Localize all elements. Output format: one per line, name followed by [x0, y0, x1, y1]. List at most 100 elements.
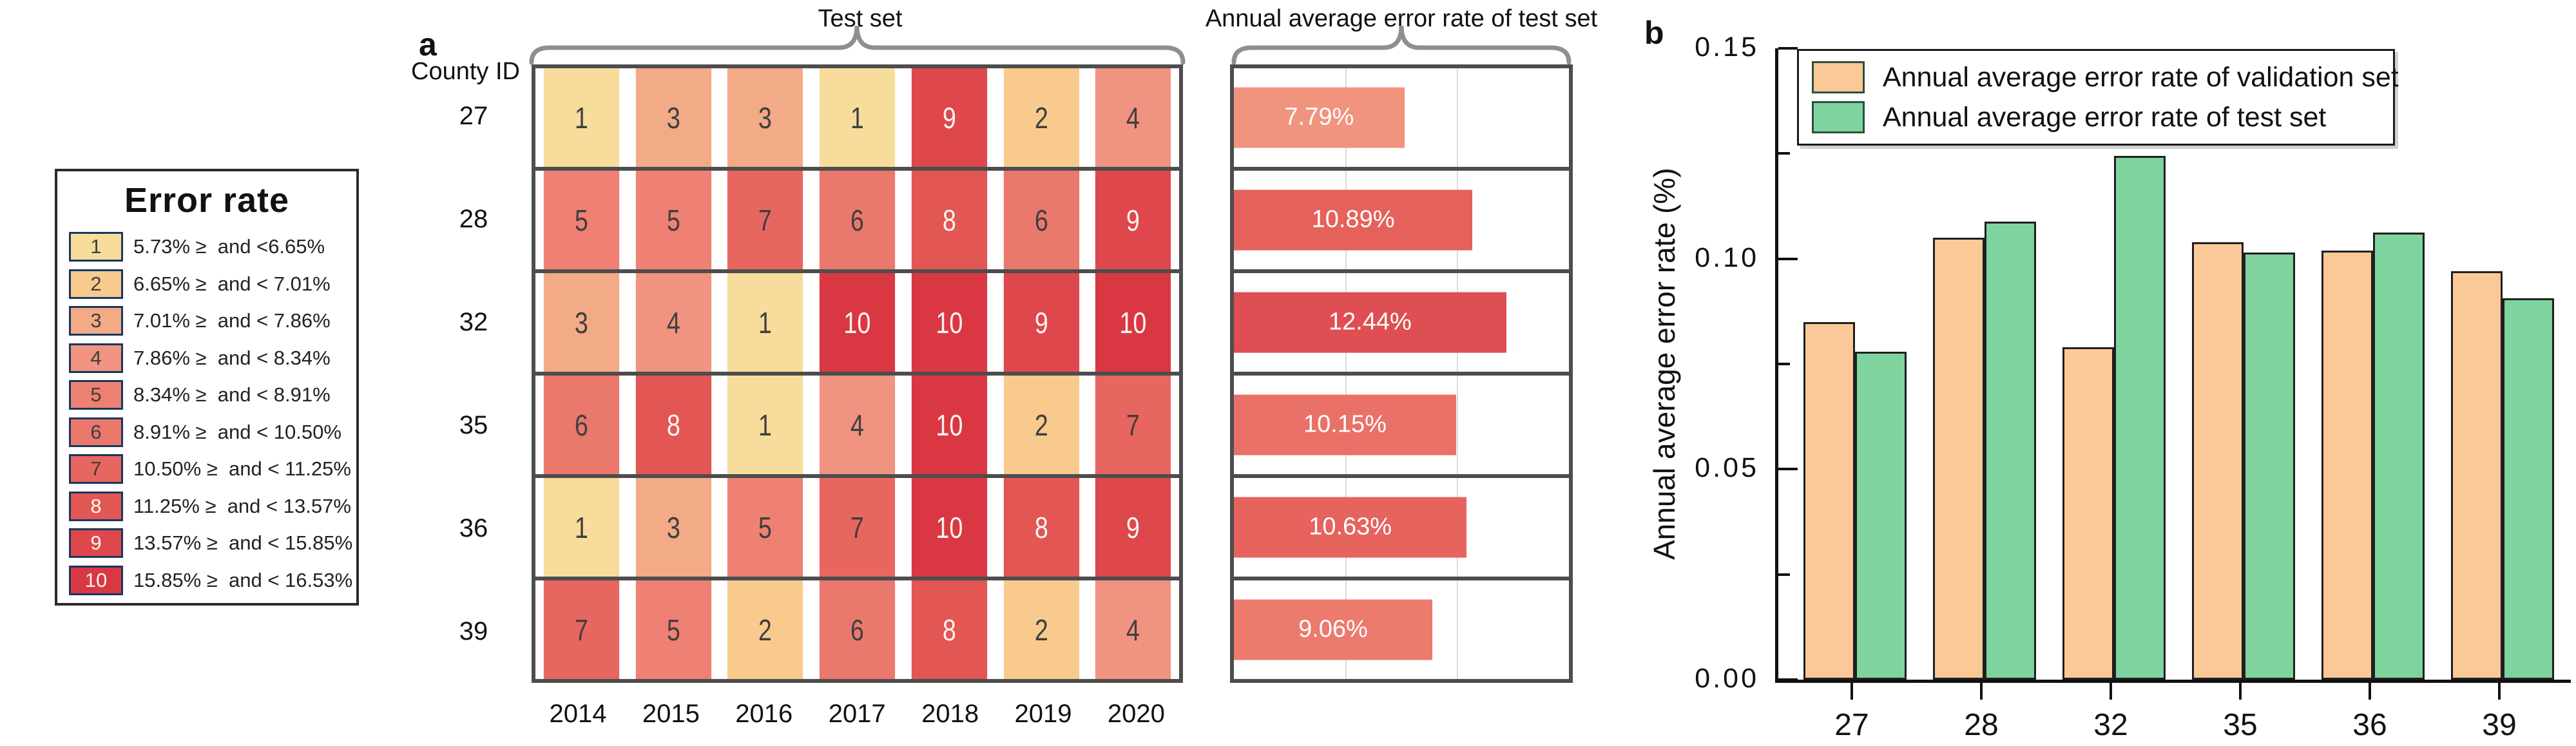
avg-error-bar-label: 12.44% — [1328, 308, 1412, 336]
heatmap-cell: 7 — [819, 478, 896, 577]
grouped-bar-plot — [1775, 47, 2571, 683]
heatmap-cell: 4 — [635, 273, 711, 372]
plot-legend: Annual average error rate of validation … — [1797, 49, 2399, 146]
legend-rows: 1 5.73% ≥ and <6.65% 2 6.65% ≥ and < 7.01% 3… — [69, 231, 353, 597]
legend-entry-swatch — [1812, 61, 1865, 93]
year-axis-label: 2016 — [735, 700, 793, 728]
heatmap-cell: 3 — [635, 68, 711, 167]
heatmap-cell: 6 — [1003, 171, 1079, 269]
legend-bin-range: 6.65% ≥ and < 7.01% — [133, 272, 331, 295]
heatmap-cell: 2 — [1003, 580, 1079, 679]
legend-bin-row: 9 13.57% ≥ and < 15.85% — [69, 527, 353, 559]
heatmap-cell: 1 — [819, 68, 896, 167]
test-set-bar — [2244, 253, 2295, 680]
x-category-label: 27 — [1834, 708, 1869, 742]
heatmap-cell: 6 — [819, 171, 896, 269]
avg-error-bar: 9.06% — [1234, 599, 1432, 660]
legend-bin-row: 10 15.85% ≥ and < 16.53% — [69, 564, 353, 597]
avg-error-bar: 10.15% — [1234, 394, 1456, 455]
y-tick-label: 0.15 — [1695, 32, 1759, 62]
heatmap-cell: 7 — [1095, 376, 1171, 474]
heatmap-cell: 5 — [635, 171, 711, 269]
x-category-label: 32 — [2093, 708, 2128, 742]
avg-error-bar-label: 10.63% — [1309, 513, 1392, 540]
legend-bin-row: 6 8.91% ≥ and < 10.50% — [69, 416, 349, 448]
heatmap-cell: 2 — [727, 580, 803, 679]
year-axis-label: 2017 — [828, 700, 886, 728]
test-set-bar — [1985, 222, 2036, 680]
legend-bin-range: 5.73% ≥ and <6.65% — [133, 235, 325, 258]
year-axis-label: 2020 — [1107, 700, 1165, 728]
heatmap-cell: 9 — [1095, 478, 1171, 577]
heatmap-cell: 3 — [727, 68, 803, 167]
heatmap-cell: 10 — [911, 478, 987, 577]
legend-entry: Annual average error rate of test set — [1812, 101, 2380, 133]
avg-error-bar: 7.79% — [1234, 87, 1405, 148]
error-rate-heatmap: 1 3 3 1 9 2 4 5 5 7 6 8 6 9 3 4 1 10 10 9 10 6 8 1 4 10 2 7 1 3 5 7 10 8 9… — [532, 64, 1183, 683]
y-major-tick — [1778, 257, 1798, 260]
y-minor-tick — [1778, 573, 1790, 576]
legend-entry-label: Annual average error rate of validation … — [1883, 61, 2399, 93]
avg-bar-row: 10.15% — [1234, 372, 1569, 474]
legend-title: Error rate — [124, 181, 290, 220]
heatmap-cell: 7 — [727, 171, 803, 269]
year-axis-label: 2014 — [549, 700, 607, 728]
y-major-tick — [1778, 47, 1798, 50]
x-category-label: 28 — [1964, 708, 1999, 742]
heatmap-cell: 1 — [727, 376, 803, 474]
heatmap-cell: 8 — [635, 376, 711, 474]
heatmap-cell: 4 — [819, 376, 896, 474]
avg-error-bar-label: 7.79% — [1284, 103, 1354, 131]
legend-bin-swatch: 10 — [69, 565, 123, 595]
heatmap-row: 3 4 1 10 10 9 10 — [535, 269, 1179, 372]
year-axis-label: 2018 — [921, 700, 979, 728]
avg-bar-row: 7.79% — [1234, 68, 1569, 167]
y-tick-label: 0.05 — [1695, 452, 1759, 484]
legend-bin-range: 13.57% ≥ and < 15.85% — [133, 531, 353, 555]
county-row-label: 32 — [459, 308, 488, 336]
validation-set-bar — [1933, 238, 1985, 680]
legend-bin-swatch: 6 — [69, 417, 123, 447]
y-major-tick — [1778, 468, 1798, 471]
heatmap-cell: 2 — [1003, 376, 1079, 474]
legend-bin-range: 8.91% ≥ and < 10.50% — [133, 420, 341, 443]
legend-bin-swatch: 9 — [69, 528, 123, 559]
y-minor-tick — [1778, 152, 1790, 155]
avg-error-bar: 10.63% — [1234, 497, 1467, 558]
avg-bar-row: 9.06% — [1234, 577, 1569, 679]
legend-bin-swatch: 1 — [69, 232, 123, 262]
legend-bin-row: 1 5.73% ≥ and <6.65% — [69, 231, 349, 263]
validation-set-bar — [2192, 242, 2244, 680]
avg-error-bar-label: 9.06% — [1298, 615, 1368, 643]
legend-bin-swatch: 3 — [69, 306, 123, 336]
test-set-title: Test set — [818, 5, 903, 32]
legend-bin-swatch: 4 — [69, 343, 123, 373]
avg-error-bar-label: 10.15% — [1303, 410, 1387, 438]
legend-bin-swatch: 5 — [69, 380, 123, 410]
legend-bin-swatch: 8 — [69, 491, 123, 521]
legend-bin-range: 15.85% ≥ and < 16.53% — [133, 568, 353, 591]
heatmap-cell: 10 — [911, 273, 987, 372]
heatmap-cell: 5 — [727, 478, 803, 577]
y-tick-label: 0.00 — [1695, 663, 1759, 694]
x-tick — [1850, 683, 1853, 700]
legend-bin-range: 10.50% ≥ and < 11.25% — [133, 457, 351, 481]
validation-set-bar — [2321, 251, 2373, 680]
avg-bar-row: 12.44% — [1234, 269, 1569, 372]
heatmap-cell: 10 — [819, 273, 896, 372]
heatmap-cell: 8 — [911, 580, 987, 679]
heatmap-cell: 9 — [1003, 273, 1079, 372]
year-axis-label: 2019 — [1014, 700, 1072, 728]
county-row-label: 36 — [459, 514, 488, 542]
legend-bin-swatch: 7 — [69, 454, 123, 484]
heatmap-cell: 1 — [543, 68, 619, 167]
avg-bar-row: 10.89% — [1234, 167, 1569, 269]
heatmap-cell: 10 — [1095, 273, 1171, 372]
year-axis-label: 2015 — [642, 700, 700, 728]
legend-bin-swatch: 2 — [69, 269, 123, 299]
legend-bin-range: 8.34% ≥ and < 8.91% — [133, 383, 331, 406]
heatmap-cell: 6 — [819, 580, 896, 679]
validation-set-bar — [2062, 347, 2114, 680]
